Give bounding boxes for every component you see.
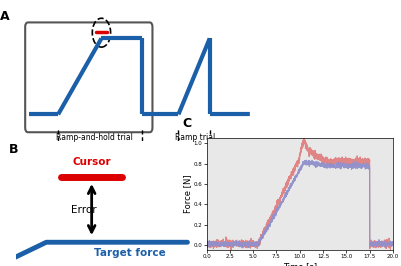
FancyArrow shape: [1, 106, 21, 123]
Text: C: C: [182, 118, 191, 131]
Text: Cursor: Cursor: [72, 157, 111, 167]
Y-axis label: Force [N]: Force [N]: [183, 175, 192, 214]
Text: A: A: [0, 10, 10, 23]
Text: Error: Error: [71, 205, 97, 215]
Text: B: B: [8, 143, 18, 156]
X-axis label: Time [s]: Time [s]: [283, 262, 317, 266]
Text: Target force: Target force: [93, 248, 165, 257]
Text: Ramp trial: Ramp trial: [175, 133, 215, 142]
Text: Ramp-and-hold trial: Ramp-and-hold trial: [56, 133, 133, 142]
